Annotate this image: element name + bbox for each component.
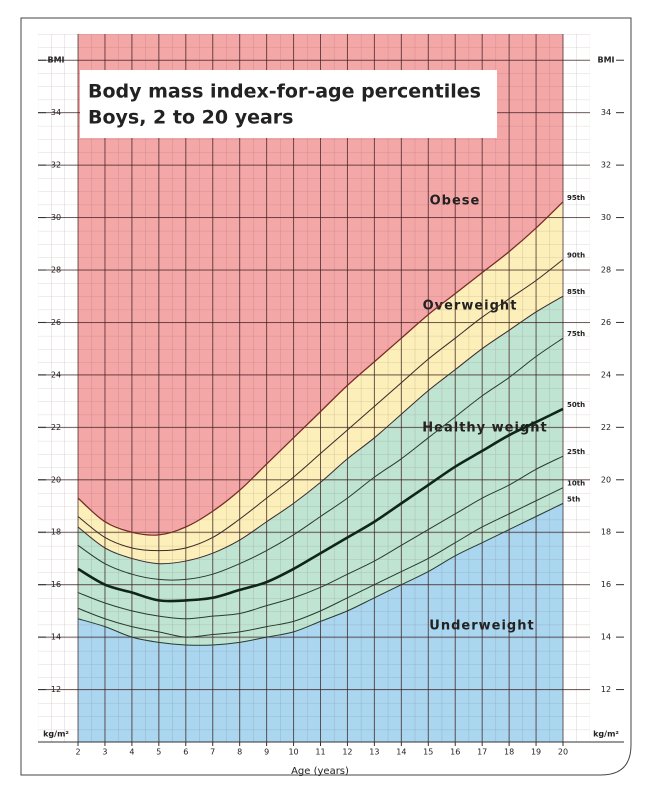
x-tick-label: 4	[129, 748, 134, 757]
y-tick-label: 16	[601, 580, 611, 589]
y-tick-label: 32	[51, 161, 61, 170]
y-tick-label: 24	[51, 370, 61, 379]
y-tick-label: 22	[51, 423, 61, 432]
region-label: Obese	[430, 194, 481, 209]
x-tick-label: 15	[423, 748, 433, 757]
y-tick-label: BMI	[597, 56, 614, 65]
minor-grid	[38, 34, 590, 742]
x-tick-label: 7	[210, 748, 215, 757]
percentile-label: 5th	[567, 495, 580, 503]
lines: 95th 90th 85th 75th 50th 25th 10th 5th	[77, 194, 585, 646]
x-tick-label: 12	[342, 748, 352, 757]
x-tick-label: 2	[75, 748, 80, 757]
percentile-line	[77, 487, 564, 638]
percentile-label: 10th	[567, 480, 585, 488]
percentile-label: 75th	[567, 330, 585, 338]
y-tick-label: 20	[51, 475, 61, 484]
x-axis-label: Age (years)	[291, 766, 349, 777]
x-tick-label: 9	[264, 748, 269, 757]
percentile-line	[77, 502, 564, 646]
y-tick-label: 18	[51, 528, 61, 537]
percentile-label: 50th	[567, 401, 585, 409]
title-box	[80, 70, 497, 138]
y-tick-label: 16	[51, 580, 61, 589]
y-tick-label: 24	[601, 370, 611, 379]
y-tick-label: 28	[51, 266, 61, 275]
y-tick-label: 34	[601, 108, 611, 117]
y-tick-label: 28	[601, 266, 611, 275]
x-tick-label: 16	[450, 748, 460, 757]
x-tick-label: 18	[504, 748, 514, 757]
percentile-label: 90th	[567, 252, 585, 260]
y-tick-label: 12	[51, 685, 61, 694]
x-tick-label: 14	[396, 748, 406, 757]
y-tick-label: 26	[601, 318, 611, 327]
percentile-label: 95th	[567, 194, 585, 202]
percentile-line	[77, 259, 564, 552]
x-tick-label: 13	[369, 748, 379, 757]
percentile-line	[77, 407, 564, 603]
y-tick-label: 32	[601, 161, 611, 170]
percentile-line	[77, 337, 564, 581]
chart-title: Body mass index-for-age percentiles	[88, 81, 481, 103]
y-tick-label: BMI	[47, 56, 64, 65]
chart-subtitle: Boys, 2 to 20 years	[88, 107, 293, 129]
y-tick-label: 30	[51, 213, 61, 222]
y-tick-label: 26	[51, 318, 61, 327]
percentile-label: 85th	[567, 288, 585, 296]
percentile-line	[77, 455, 564, 620]
x-tick-label: 3	[102, 748, 107, 757]
x-tick-label: 10	[288, 748, 298, 757]
percentile-label: 25th	[567, 448, 585, 456]
y-tick-label: 18	[601, 528, 611, 537]
y-tick-label: kg/m²	[43, 730, 69, 739]
x-tick-label: 19	[531, 748, 541, 757]
y-tick-label: 14	[51, 633, 61, 642]
y-tick-label: 34	[51, 108, 61, 117]
percentile-line	[77, 295, 564, 565]
x-tick-label: 11	[315, 748, 325, 757]
percentile-line	[77, 201, 564, 536]
y-tick-label: 20	[601, 475, 611, 484]
y-tick-label: 30	[601, 213, 611, 222]
y-tick-label: kg/m²	[593, 730, 619, 739]
y-tick-label: 14	[601, 633, 611, 642]
x-tick-label: 20	[558, 748, 568, 757]
x-tick-label: 6	[183, 748, 188, 757]
y-tick-label: 22	[601, 423, 611, 432]
x-tick-label: 5	[156, 748, 161, 757]
frame	[20, 17, 632, 776]
x-tick-label: 17	[477, 748, 487, 757]
x-tick-label: 8	[237, 748, 242, 757]
y-tick-label: 12	[601, 685, 611, 694]
region-label: Overweight	[423, 299, 518, 314]
